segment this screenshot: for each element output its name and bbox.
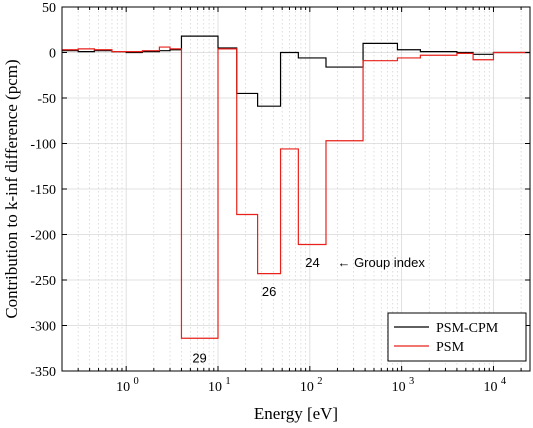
x-tick-label: 10 (392, 380, 406, 395)
x-tick-label: 10 (483, 380, 497, 395)
y-ticks: 50 0 -50 -100 -150 -200 -250 -300 -350 (30, 1, 530, 380)
y-axis-label: Contribution to k-inf difference (pcm) (2, 59, 21, 318)
y-tick-label: -300 (30, 320, 56, 335)
y-tick-label: -200 (30, 229, 56, 244)
x-tick-label: 10 (208, 380, 222, 395)
legend: PSM-CPM PSM (387, 312, 527, 362)
y-tick-label: -250 (30, 274, 56, 289)
x-tick-label: 10 (116, 380, 130, 395)
x-tick-exponent: 4 (501, 376, 507, 387)
series-layer (62, 35, 530, 339)
series-line-psm (62, 46, 530, 339)
annotations-layer: 29 26 24 ← Group index (192, 255, 425, 366)
x-tick-exponent: 0 (134, 376, 139, 387)
y-tick-label: 0 (49, 47, 56, 62)
y-tick-label: -100 (30, 138, 56, 153)
x-tick-exponent: 3 (409, 376, 414, 387)
annotation-label: 24 (305, 255, 319, 270)
x-axis-label: Energy [eV] (254, 404, 338, 423)
y-tick-label: 50 (42, 1, 56, 16)
legend-label-psm: PSM (436, 340, 465, 355)
legend-label-psm-cpm: PSM-CPM (436, 321, 499, 336)
x-tick-label: 10 (300, 380, 314, 395)
y-tick-label: -150 (30, 183, 56, 198)
legend-box (387, 312, 527, 362)
annotation-label: 26 (262, 284, 276, 299)
x-ticks: 10 0 10 1 10 2 10 3 10 4 (61, 7, 522, 395)
y-tick-label: -350 (30, 365, 56, 380)
y-tick-label: -50 (37, 92, 56, 107)
x-tick-exponent: 2 (317, 376, 322, 387)
x-tick-exponent: 1 (225, 376, 230, 387)
annotation-label: ← Group index (337, 255, 425, 270)
annotation-label: 29 (192, 350, 206, 365)
